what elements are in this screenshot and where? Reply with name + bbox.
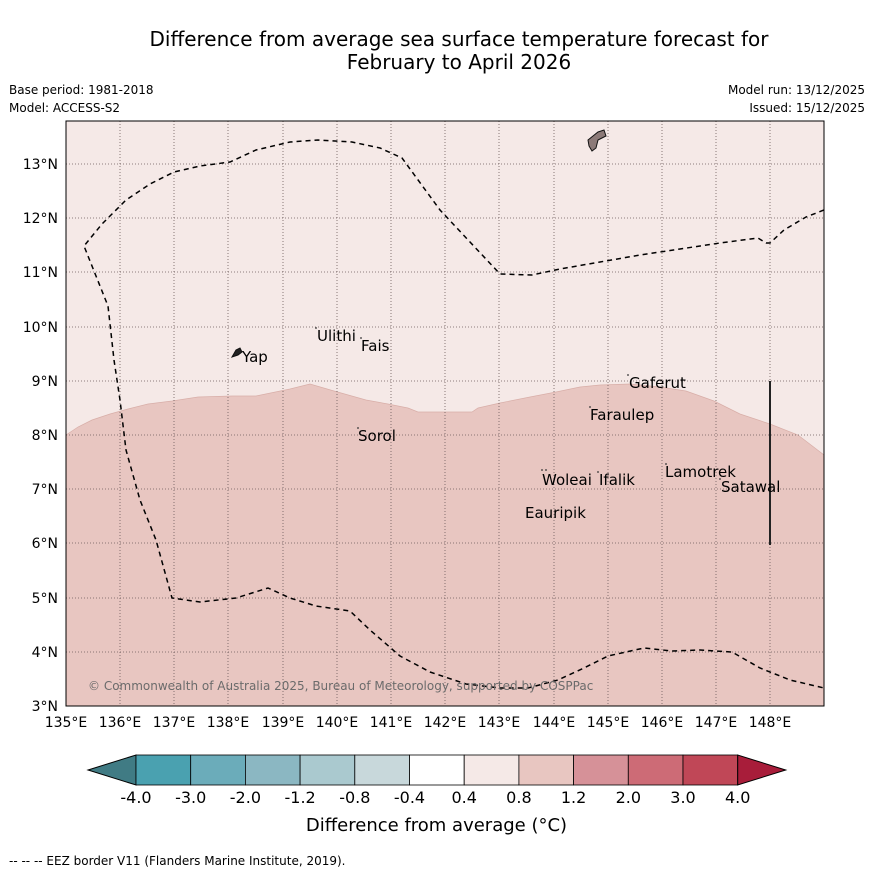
meta-left: Base period: 1981-2018 Model: ACCESS-S2	[9, 81, 154, 117]
lon-label: 145°E	[587, 715, 630, 731]
colorbar-tick-label: -4.0	[120, 788, 151, 807]
title-line-2: February to April 2026	[346, 50, 572, 74]
base-period: Base period: 1981-2018	[9, 83, 154, 97]
title-line-1: Difference from average sea surface temp…	[149, 27, 769, 51]
meta-right: Model run: 13/12/2025 Issued: 15/12/2025	[728, 81, 865, 117]
lon-axis: 135°E 136°E 137°E 138°E 139°E 140°E 141°…	[45, 715, 792, 731]
lat-label: 7°N	[32, 482, 58, 498]
lat-label: 5°N	[32, 591, 58, 607]
yap-island	[230, 347, 243, 358]
lon-label: 143°E	[478, 715, 521, 731]
lat-label: 6°N	[32, 536, 58, 552]
colorbar-tick-label: -1.2	[284, 788, 315, 807]
label-ulithi: Ulithi	[317, 327, 356, 345]
lon-label: 138°E	[207, 715, 250, 731]
lon-label: 141°E	[370, 715, 413, 731]
label-satawal: Satawal	[721, 478, 780, 496]
colorbar-tick-label: -2.0	[230, 788, 261, 807]
label-lamotrek: Lamotrek	[665, 463, 736, 481]
colorbar: -4.0 -3.0 -2.0 -1.2 -0.8 -0.4 0.4 0.8 1.2 2.0 3.0 4…	[86, 754, 788, 807]
guam-island	[587, 129, 607, 152]
lat-label: 3°N	[32, 699, 58, 715]
colorbar-tick-label: 0.8	[506, 788, 531, 807]
lat-label: 9°N	[32, 374, 58, 390]
lon-label: 137°E	[153, 715, 196, 731]
colorbar-tick-label: 2.0	[616, 788, 641, 807]
colorbar-segment	[627, 754, 684, 786]
label-woleai: Woleai	[542, 471, 592, 489]
lon-label: 146°E	[641, 715, 684, 731]
issued-date: Issued: 15/12/2025	[749, 101, 865, 115]
eez-border	[83, 139, 824, 689]
colorbar-extension-low	[86, 754, 137, 786]
colorbar-segment	[135, 754, 192, 786]
lon-label: 136°E	[99, 715, 142, 731]
lat-axis: 13°N 12°N 11°N 10°N 9°N 8°N 7°N 6°N 5°N …	[23, 157, 58, 715]
colorbar-segment	[190, 754, 246, 786]
colorbar-tick-label: 4.0	[725, 788, 750, 807]
grid-lines	[66, 121, 824, 706]
colorbar-segment	[244, 754, 301, 786]
colorbar-segment	[354, 754, 410, 786]
lon-label: 142°E	[424, 715, 467, 731]
lat-label: 8°N	[32, 428, 58, 444]
eez-legend-note: -- -- -- EEZ border V11 (Flanders Marine…	[9, 854, 346, 868]
lon-label: 139°E	[262, 715, 305, 731]
label-ifalik: Ifalik	[599, 471, 635, 489]
colorbar-tick-label: -3.0	[175, 788, 206, 807]
colorbar-tick-label: -0.8	[339, 788, 370, 807]
colorbar-segment	[409, 754, 465, 786]
label-sorol: Sorol	[358, 427, 396, 445]
colorbar-segment	[299, 754, 356, 786]
model-run: Model run: 13/12/2025	[727, 83, 865, 97]
lon-label: 148°E	[749, 715, 792, 731]
label-yap: Yap	[241, 348, 268, 366]
label-faraulep: Faraulep	[590, 406, 654, 424]
lat-label: 4°N	[32, 645, 58, 661]
colorbar-segment	[682, 754, 739, 786]
colorbar-segment	[518, 754, 575, 786]
copyright-text: © Commonwealth of Australia 2025, Bureau…	[88, 679, 593, 693]
lat-label: 12°N	[23, 211, 58, 227]
lon-label: 140°E	[316, 715, 359, 731]
lon-label: 135°E	[45, 715, 88, 731]
model-name: Model: ACCESS-S2	[9, 101, 121, 115]
colorbar-tick-label: 0.4	[451, 788, 476, 807]
colorbar-tick-label: -0.4	[394, 788, 425, 807]
label-fais: Fais	[361, 337, 390, 355]
atoll-markers	[315, 327, 721, 480]
colorbar-tick-label: 3.0	[670, 788, 695, 807]
lon-label: 147°E	[695, 715, 738, 731]
lat-label: 13°N	[23, 157, 58, 173]
colorbar-segment	[573, 754, 629, 786]
colorbar-segment	[463, 754, 520, 786]
label-eauripik: Eauripik	[525, 504, 586, 522]
lat-label: 11°N	[23, 265, 58, 281]
colorbar-title: Difference from average (°C)	[305, 815, 568, 836]
colorbar-tick-label: 1.2	[561, 788, 586, 807]
map-area: Ulithi Fais Yap Gaferut Faraulep Sorol W…	[66, 121, 824, 706]
chart-title: Difference from average sea surface temp…	[0, 28, 873, 74]
lat-label: 10°N	[23, 320, 58, 336]
lon-label: 144°E	[533, 715, 576, 731]
map-frame	[65, 120, 825, 707]
label-gaferut: Gaferut	[629, 374, 686, 392]
colorbar-extension-high	[737, 754, 788, 786]
